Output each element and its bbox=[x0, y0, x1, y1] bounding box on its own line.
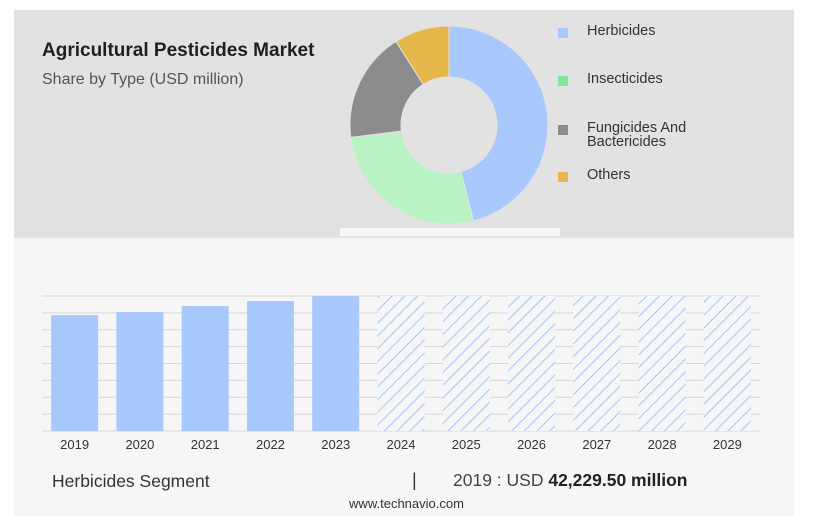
legend-swatch-herbicides bbox=[558, 28, 568, 38]
donut-slice-insecticides bbox=[350, 130, 475, 225]
donut-chart bbox=[340, 26, 560, 236]
legend-swatch-insecticides bbox=[558, 76, 568, 86]
forecast-bar-2024 bbox=[377, 296, 425, 431]
segment-value: 2019 : USD 42,229.50 million bbox=[453, 470, 687, 491]
legend-label: Herbicides bbox=[587, 23, 656, 39]
x-tick-label: 2027 bbox=[582, 437, 611, 452]
legend-swatch-others bbox=[558, 172, 568, 182]
forecast-bar-2026 bbox=[508, 296, 556, 431]
source-link[interactable]: www.technavio.com bbox=[349, 496, 464, 511]
segment-value-amount: 42,229.50 million bbox=[548, 470, 688, 490]
x-tick-label: 2029 bbox=[713, 437, 742, 452]
bar-2020 bbox=[116, 312, 164, 431]
legend-item-insecticides: Insecticides bbox=[558, 72, 663, 86]
legend-item-fungicides: Fungicides And Bactericides bbox=[558, 121, 727, 149]
x-tick-label: 2026 bbox=[517, 437, 546, 452]
legend-item-others: Others bbox=[558, 168, 631, 182]
forecast-bar-2025 bbox=[442, 296, 490, 431]
forecast-bar-2029 bbox=[703, 296, 751, 431]
chart-subtitle: Share by Type (USD million) bbox=[42, 71, 244, 88]
legend-label: Others bbox=[587, 167, 631, 183]
donut-slice-herbicides bbox=[448, 26, 549, 222]
legend-swatch-fungicides bbox=[558, 125, 568, 135]
legend-label: Insecticides bbox=[587, 71, 663, 87]
x-tick-label: 2020 bbox=[125, 437, 154, 452]
x-tick-label: 2024 bbox=[387, 437, 416, 452]
forecast-bar-2028 bbox=[638, 296, 686, 431]
segment-value-prefix: 2019 : USD bbox=[453, 470, 544, 490]
bar-2022 bbox=[246, 301, 294, 431]
legend-label: Fungicides And Bactericides bbox=[587, 120, 687, 150]
bar-2021 bbox=[181, 306, 229, 431]
x-tick-label: 2019 bbox=[60, 437, 89, 452]
segment-label: Herbicides Segment bbox=[52, 471, 210, 491]
legend-item-herbicides: Herbicides bbox=[558, 24, 656, 38]
donut-clip bbox=[340, 228, 560, 236]
x-tick-label: 2028 bbox=[648, 437, 677, 452]
bar-2023 bbox=[312, 296, 360, 431]
chart-title: Agricultural Pesticides Market bbox=[42, 40, 315, 61]
forecast-bar-2027 bbox=[573, 296, 621, 431]
bar-chart: 2019 2020 2021 2022 2023 2024 2025 2026 2027 2028… bbox=[42, 295, 760, 452]
x-tick-label: 2021 bbox=[191, 437, 220, 452]
x-tick-label: 2025 bbox=[452, 437, 481, 452]
x-tick-label: 2023 bbox=[321, 437, 350, 452]
donut-slice-others bbox=[395, 26, 450, 86]
x-tick-label: 2022 bbox=[256, 437, 285, 452]
bar-2019 bbox=[51, 315, 99, 431]
footer-divider: | bbox=[412, 470, 417, 490]
